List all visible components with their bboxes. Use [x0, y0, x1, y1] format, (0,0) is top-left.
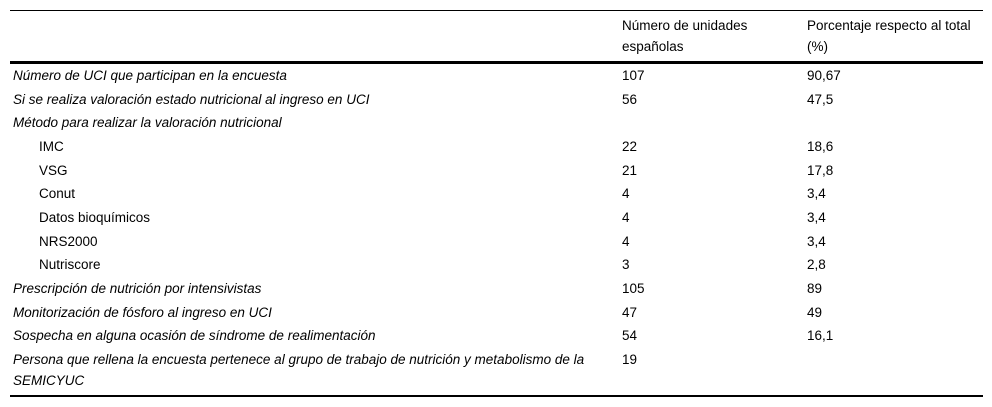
row-value-pct — [807, 348, 983, 396]
row-value-pct: 3,4 — [807, 233, 826, 249]
table-row: Datos bioquímicos 4 3,4 — [10, 206, 983, 230]
table-row: Método para realizar la valoración nutri… — [10, 111, 983, 135]
table-row: NRS2000 4 3,4 — [10, 230, 983, 254]
row-value-pct: 89 — [807, 281, 823, 297]
row-value-n: 19 — [622, 352, 638, 368]
row-label: Número de UCI que participan en la encue… — [13, 67, 287, 83]
table-row: Nutriscore 3 2,8 — [10, 254, 983, 278]
header-empty-cell — [10, 11, 622, 63]
row-label: Sospecha en alguna ocasión de síndrome d… — [13, 328, 376, 344]
table-row: Prescripción de nutrición por intensivis… — [10, 277, 983, 301]
survey-results-table: Número de unidades españolas Porcentaje … — [10, 10, 983, 397]
row-label: NRS2000 — [39, 233, 98, 249]
row-value-n: 4 — [622, 233, 630, 249]
row-label: Nutriscore — [39, 257, 101, 273]
header-row: Número de unidades españolas Porcentaje … — [10, 10, 983, 63]
row-value-n: 3 — [622, 257, 630, 273]
row-label: Prescripción de nutrición por intensivis… — [13, 281, 262, 297]
row-value-pct: 3,4 — [807, 209, 826, 225]
row-value-n: 105 — [622, 281, 645, 297]
row-value-pct — [807, 111, 983, 135]
row-value-n: 4 — [622, 209, 630, 225]
table-row: Conut 4 3,4 — [10, 182, 983, 206]
table-row: VSG 21 17,8 — [10, 159, 983, 183]
row-value-pct: 90,67 — [807, 67, 841, 83]
row-value-pct: 16,1 — [807, 328, 834, 344]
row-label: VSG — [39, 162, 68, 178]
header-porcentaje-total: Porcentaje respecto al total (%) — [807, 18, 971, 54]
table-row: IMC 22 18,6 — [10, 135, 983, 159]
row-value-pct: 2,8 — [807, 257, 826, 273]
header-numero-unidades: Número de unidades españolas — [622, 18, 748, 54]
row-value-pct: 3,4 — [807, 186, 826, 202]
row-value-n: 47 — [622, 304, 638, 320]
table-row: Sospecha en alguna ocasión de síndrome d… — [10, 325, 983, 349]
table-row: Monitorización de fósforo al ingreso en … — [10, 301, 983, 325]
row-label: Persona que rellena la encuesta pertenec… — [13, 352, 585, 389]
row-value-n — [622, 111, 807, 135]
row-label: Monitorización de fósforo al ingreso en … — [13, 304, 272, 320]
row-label: Método para realizar la valoración nutri… — [13, 115, 282, 131]
row-value-n: 21 — [622, 162, 638, 178]
row-value-pct: 49 — [807, 304, 823, 320]
row-value-n: 54 — [622, 328, 638, 344]
row-value-pct: 47,5 — [807, 91, 834, 107]
row-value-n: 22 — [622, 138, 638, 154]
row-label: IMC — [39, 138, 64, 154]
row-value-pct: 17,8 — [807, 162, 834, 178]
row-value-n: 4 — [622, 186, 630, 202]
row-value-pct: 18,6 — [807, 138, 834, 154]
row-value-n: 107 — [622, 67, 645, 83]
row-label: Conut — [39, 186, 76, 202]
row-label: Si se realiza valoración estado nutricio… — [13, 91, 370, 107]
table-row: Persona que rellena la encuesta pertenec… — [10, 348, 983, 397]
table-row: Si se realiza valoración estado nutricio… — [10, 88, 983, 112]
table-row: Número de UCI que participan en la encue… — [10, 63, 983, 88]
row-label: Datos bioquímicos — [39, 209, 151, 225]
row-value-n: 56 — [622, 91, 638, 107]
